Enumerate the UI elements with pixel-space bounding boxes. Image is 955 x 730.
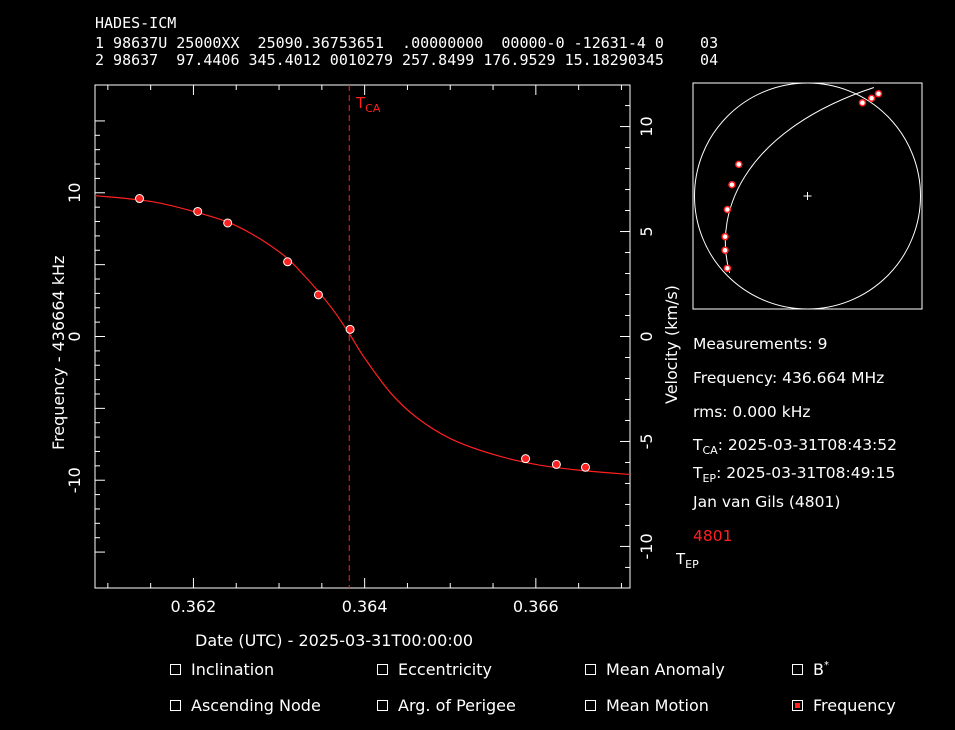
checkbox-box[interactable]	[585, 700, 596, 711]
tle-line-1: 1 98637U 25000XX 25090.36753651 .0000000…	[95, 34, 719, 52]
observer-name: Jan van Gils (4801)	[693, 493, 841, 511]
measurement-point	[223, 218, 233, 228]
satellite-name: HADES-ICM	[95, 14, 177, 32]
y-tick-label-right: 0	[637, 331, 656, 341]
measurement-point	[345, 324, 355, 334]
tca-time: TCA: 2025-03-31T08:43:52	[693, 436, 897, 457]
checkbox-box[interactable]	[377, 664, 388, 675]
checkbox-box[interactable]	[792, 664, 803, 675]
frequency-value: Frequency: 436.664 MHz	[693, 369, 885, 387]
sky-track-point	[728, 180, 736, 189]
checkbox-bstar[interactable]: B*	[792, 660, 829, 679]
checkbox-box[interactable]	[170, 664, 181, 675]
y-tick-label-right: -5	[637, 433, 656, 449]
measurements-count: Measurements: 9	[693, 335, 828, 353]
checkbox-label: Inclination	[191, 660, 275, 679]
checkbox-box[interactable]	[170, 700, 181, 711]
sky-track	[724, 87, 875, 273]
checkbox-label: Eccentricity	[398, 660, 492, 679]
sky-track-point	[874, 89, 883, 98]
checkbox-eccentricity[interactable]: Eccentricity	[377, 660, 492, 679]
checkbox-label: Arg. of Perigee	[398, 696, 516, 715]
x-tick-label: 0.362	[171, 597, 217, 616]
sky-track-point	[721, 246, 729, 254]
measurement-point	[580, 462, 590, 472]
x-tick-label: 0.364	[342, 597, 388, 616]
y-tick-label-left: 10	[65, 183, 84, 203]
checkbox-box[interactable]	[377, 700, 388, 711]
tep-time: TEP: 2025-03-31T08:49:15	[693, 464, 896, 485]
checkbox-ascending-node[interactable]: Ascending Node	[170, 696, 321, 715]
measurement-point	[551, 459, 561, 469]
sky-track-point	[858, 99, 867, 107]
x-tick-label: 0.366	[513, 597, 559, 616]
checkbox-label: Ascending Node	[191, 696, 321, 715]
checkbox-label: Mean Motion	[606, 696, 709, 715]
checkbox-mean-motion[interactable]: Mean Motion	[585, 696, 709, 715]
sky-track-point	[723, 264, 732, 273]
y-tick-label-right: 5	[637, 226, 656, 236]
tle-line-2: 2 98637 97.4406 345.4012 0010279 257.849…	[95, 51, 719, 69]
y-tick-label-left: 0	[65, 331, 84, 341]
checkbox-label: Frequency	[813, 696, 896, 715]
sky-map-horizon	[694, 82, 921, 310]
checkbox-mean-anomaly[interactable]: Mean Anomaly	[585, 660, 725, 679]
checkbox-arg-of-perigee[interactable]: Arg. of Perigee	[377, 696, 516, 715]
tep-marker-label: TEP	[676, 550, 699, 571]
measurement-point	[521, 454, 531, 464]
sky-track-point	[723, 205, 732, 214]
measurement-point	[313, 290, 323, 300]
checkbox-label: B*	[813, 660, 829, 679]
y-axis-label-left: Frequency - 436664 kHz	[49, 255, 68, 450]
y-axis-label-right: Velocity (km/s)	[662, 285, 681, 404]
measurement-point	[193, 206, 203, 216]
sky-track-point	[867, 94, 876, 103]
rms-value: rms: 0.000 kHz	[693, 403, 811, 421]
checkbox-box[interactable]	[792, 700, 803, 711]
y-tick-label-left: -10	[65, 467, 84, 493]
station-id: 4801	[693, 527, 733, 545]
plot-frame	[94, 84, 631, 589]
y-tick-label-right: -10	[637, 533, 656, 559]
measurement-point	[283, 257, 293, 267]
checkbox-inclination[interactable]: Inclination	[170, 660, 274, 679]
measurement-point	[135, 194, 145, 204]
sky-track-point	[721, 232, 729, 241]
sky-track-point	[735, 160, 743, 169]
checkbox-label: Mean Anomaly	[606, 660, 725, 679]
checkbox-box[interactable]	[585, 664, 596, 675]
tca-marker-label: TCA	[356, 94, 381, 115]
x-axis-label: Date (UTC) - 2025-03-31T00:00:00	[195, 631, 474, 650]
fit-curve	[94, 195, 631, 476]
y-tick-label-right: 10	[637, 116, 656, 136]
checkbox-frequency[interactable]: Frequency	[792, 696, 896, 715]
